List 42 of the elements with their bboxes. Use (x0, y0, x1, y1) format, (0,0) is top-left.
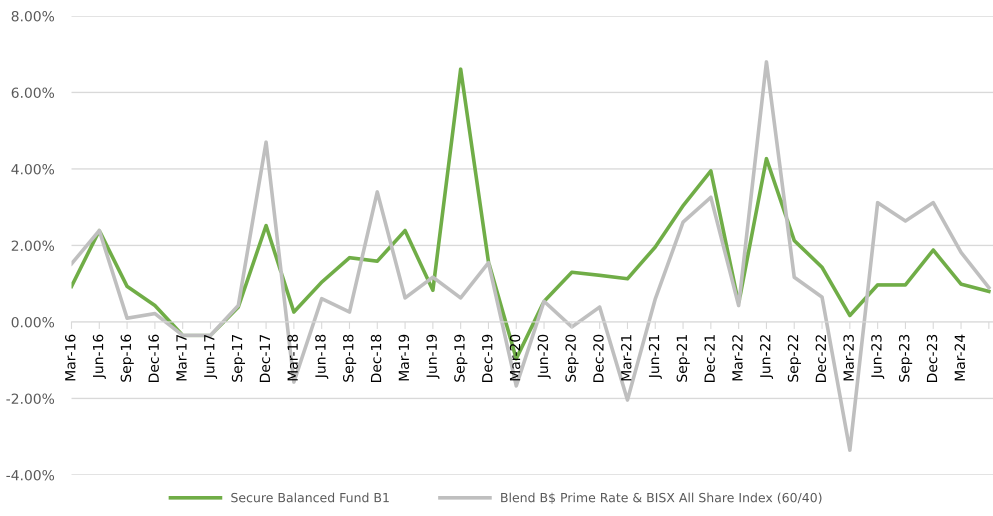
y-tick-label: -2.00% (6, 393, 54, 404)
y-tick-label: 8.00% (12, 10, 54, 22)
x-tick-label: Mar-19 (398, 334, 410, 380)
x-tick-label: Sep-20 (565, 334, 579, 382)
x-tick-label: Jun-20 (538, 334, 551, 379)
x-tick-label: Sep-21 (676, 335, 690, 382)
x-tick-label: Dec-17 (260, 334, 270, 382)
x-tick-label: Mar-24 (954, 334, 966, 380)
x-tick-label: Sep-16 (120, 334, 134, 382)
x-tick-label: Dec-19 (482, 334, 492, 382)
x-tick-label: Sep-23 (898, 334, 912, 382)
x-tick-label: Mar-20 (510, 334, 520, 380)
legend-label: Secure Balanced Fund B1 (231, 492, 389, 502)
x-tick-label: Dec-22 (816, 335, 826, 382)
x-tick-label: Jun-23 (871, 334, 884, 379)
x-tick-label: Mar-21 (620, 335, 632, 380)
x-tick-label: Jun-18 (315, 334, 328, 379)
x-tick-label: Jun-19 (426, 334, 440, 379)
x-tick-label: Dec-23 (926, 334, 938, 382)
x-tick-label: Mar-17 (176, 334, 187, 380)
x-tick-label: Mar-18 (287, 334, 298, 380)
y-tick-label: 4.00% (11, 164, 54, 174)
x-tick-label: Jun-17 (204, 334, 218, 379)
x-tick-label: Jun-16 (92, 334, 106, 379)
x-tick-label: Sep-19 (454, 334, 468, 382)
x-tick-label: Mar-16 (65, 334, 76, 380)
y-tick-label: -4.00% (6, 470, 54, 480)
x-tick-label: Sep-22 (788, 335, 801, 382)
y-tick-label: 0.00% (12, 316, 54, 328)
x-tick-label: Dec-20 (593, 334, 604, 382)
x-tick-label: Sep-17 (232, 334, 246, 382)
x-tick-label: Jun-22 (760, 335, 774, 379)
x-tick-label: Dec-21 (704, 335, 715, 382)
x-tick-label: Sep-18 (343, 334, 356, 382)
x-tick-label: Mar-22 (732, 335, 743, 380)
y-tick-label: 2.00% (12, 240, 54, 251)
x-tick-label: Mar-23 (843, 334, 854, 380)
x-tick-label: Jun-21 (648, 335, 662, 379)
y-tick-label: 6.00% (12, 87, 54, 98)
legend-label: Blend B$ Prime Rate & BISX All Share Index (60/40) (501, 492, 822, 504)
x-tick-label: Dec-18 (370, 334, 382, 382)
x-tick-label: Dec-16 (148, 334, 159, 382)
